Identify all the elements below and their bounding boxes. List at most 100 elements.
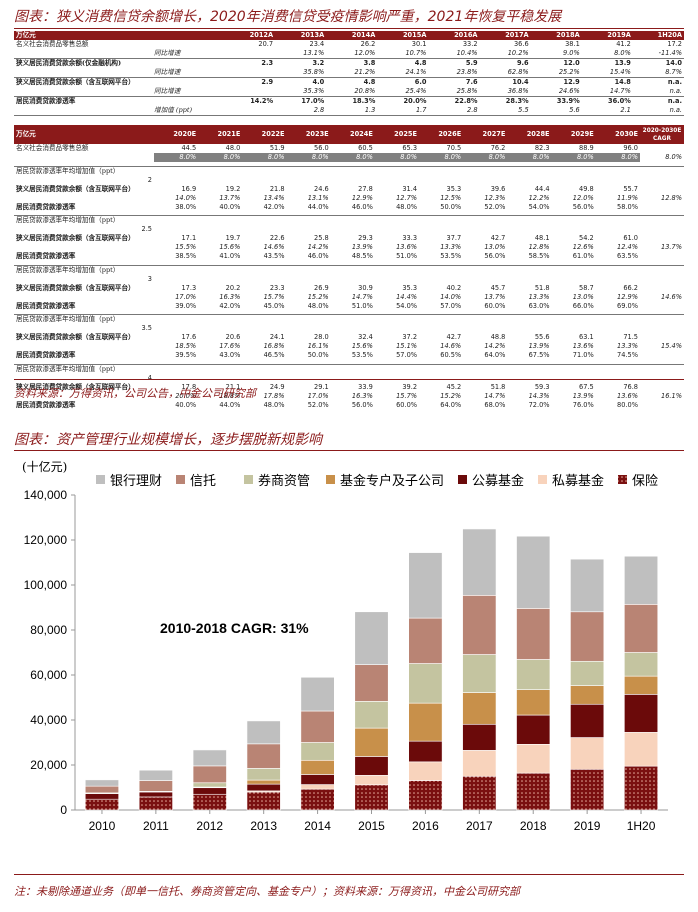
table-cell: 12.9% [351, 193, 373, 202]
table-cell [595, 363, 640, 374]
bar-segment-基金专户及子公司 [462, 692, 497, 725]
title-rule [14, 28, 684, 29]
table-cell: 20.7 [258, 40, 274, 48]
table-cell: 15.6% [351, 342, 373, 350]
table-row: 居民消费贷款渗透率 39.0% 42.0% 45.0% 48.0% 51.0% 54.0% 5… [14, 302, 684, 311]
table-cell [154, 314, 199, 324]
table-cell [640, 374, 684, 383]
x-tick-label: 2014 [304, 819, 331, 833]
table-cell: 6.0 [414, 78, 427, 86]
table-cell: 36.8% [479, 87, 531, 97]
table-cell: 12.0% [572, 193, 594, 202]
x-tick-label: 2010 [89, 819, 116, 833]
table-cell: 12.8% [528, 243, 550, 251]
table-cell [287, 324, 331, 333]
y-tick-label: 120,000 [24, 533, 68, 547]
table-cell: 13.0% [484, 243, 506, 251]
table-cell: 33.9 [358, 382, 373, 391]
table-cell [507, 314, 552, 324]
table-cell: 15.7% [263, 292, 285, 301]
table-row: 20.0% 18.8% 17.8% 17.0% 16.3% 15.7% 15.2% 14.7%… [14, 392, 684, 401]
table-cell: 2.8 [428, 106, 480, 116]
table-cell [507, 215, 552, 225]
bar-segment-公募基金 [300, 774, 335, 785]
bar-segment-保险 [516, 772, 551, 811]
table-cell [419, 324, 463, 333]
table-cell: 30.1 [411, 40, 427, 48]
bar-segment-银行理财 [516, 535, 551, 609]
cagr-cell [640, 215, 684, 225]
table-cell: 70.5 [446, 144, 462, 152]
y-tick-label: 60,000 [30, 668, 67, 682]
table-row: 2 [14, 176, 684, 185]
table-cell: 48.0% [307, 301, 329, 310]
y-tick-label: 100,000 [24, 578, 68, 592]
table-cell: 76.2 [490, 144, 506, 152]
legend-label: 公募基金 [472, 473, 524, 489]
row-label: 居民贷款渗透率年均增加值（ppt） [14, 264, 154, 275]
cagr-annotation: 2010-2018 CAGR: 31% [160, 620, 309, 636]
table-cell: 33.3 [402, 234, 418, 242]
table-row: 狭义居民消费贷款余额（含互联网平台） 17.3 20.2 23.3 26.9 30.9 35… [14, 284, 684, 293]
table-cell: 8.0% [374, 153, 420, 162]
historical-table: 万亿元 2012A 2013A 2014A 2015A 2016A 2017A 2018A 20… [14, 31, 684, 116]
table-cell [198, 324, 242, 333]
table-cell: 13.1% [307, 193, 329, 202]
table-cell [374, 165, 420, 176]
table-cell [224, 87, 276, 97]
legend-label: 私募基金 [552, 473, 604, 489]
title-rule [14, 450, 684, 451]
table-cell: 68.0% [484, 400, 506, 409]
bar-segment-公募基金 [624, 694, 659, 733]
table-cell: 16.8% [263, 342, 285, 350]
table-cell: 35.8% [275, 68, 327, 78]
table-cell: 76.8 [623, 382, 638, 391]
table-cell: 56.0% [484, 252, 506, 260]
table-cell: 14.6% [263, 243, 285, 251]
table-cell [551, 264, 596, 275]
table-cell: 63.1 [579, 333, 594, 341]
table-cell: 5.6 [530, 106, 582, 116]
table-cell: 15.2% [440, 391, 462, 400]
y-tick-label: 0 [60, 803, 67, 817]
legend-swatch [458, 475, 467, 484]
table-cell [286, 215, 331, 225]
table-cell: 8.7% [632, 68, 684, 78]
table-cell: 1.7 [377, 106, 429, 116]
table-cell: 14.0% [440, 292, 462, 301]
table-cell: 10.4 [512, 78, 529, 86]
cagr-cell: 13.7% [661, 243, 682, 251]
x-tick-label: 2016 [412, 819, 439, 833]
table-cell: 8.0% [419, 153, 464, 162]
x-tick-label: 1H20 [627, 819, 656, 833]
unit-header: 万亿元 [16, 31, 36, 39]
row-label: 狭义居民消费贷款余额（含互联网平台） [16, 333, 135, 341]
table-cell: 17.0% [301, 97, 325, 105]
row-label: 居民消费贷款渗透率 [16, 252, 76, 260]
table-cell [330, 165, 375, 176]
cagr-header: 2020-2030E CAGR [642, 127, 682, 142]
cagr-cell [640, 252, 684, 261]
table-cell: 40.0% [219, 202, 241, 211]
table-cell: 56.0 [314, 144, 329, 152]
cagr-cell: 16.1% [661, 391, 682, 400]
table-cell: n.a. [632, 106, 684, 116]
table-cell: 59.3 [534, 382, 550, 391]
cagr-cell: 15.4% [661, 342, 682, 350]
table-cell: 46.5% [263, 351, 285, 359]
table-cell [463, 324, 507, 333]
table-cell: 37.7 [446, 234, 462, 242]
table-cell [596, 275, 640, 284]
bar-segment-信托 [516, 608, 551, 660]
table-row: 居民贷款渗透率年均增加值（ppt） [14, 264, 684, 275]
bar-segment-公募基金 [462, 723, 497, 751]
table-cell: 51.8 [490, 382, 506, 391]
row-label: 狭义居民消费贷款余额（含互联网平台） [16, 283, 135, 292]
table-cell: 12.9% [617, 292, 638, 301]
table-cell: 14.0% [175, 193, 197, 202]
table-cell [224, 106, 276, 116]
bar-segment-银行理财 [624, 555, 659, 605]
bar-segment-信托 [138, 780, 173, 792]
table-cell: 33.2 [462, 40, 478, 48]
table-cell: 18.8% [219, 391, 241, 400]
